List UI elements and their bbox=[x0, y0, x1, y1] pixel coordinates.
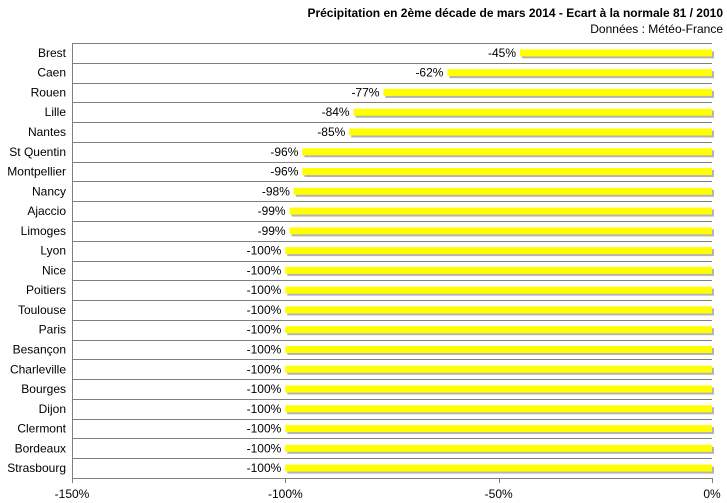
data-label: -99% bbox=[258, 204, 286, 218]
category-label: Clermont bbox=[17, 422, 66, 436]
category-label: Paris bbox=[39, 323, 66, 337]
category-label: Charleville bbox=[10, 362, 66, 376]
category-label: Ajaccio bbox=[27, 204, 66, 218]
data-label: -100% bbox=[247, 422, 282, 436]
bar bbox=[302, 168, 712, 176]
bar bbox=[349, 128, 712, 136]
bar bbox=[289, 207, 712, 215]
data-label: -62% bbox=[415, 66, 443, 80]
bar bbox=[285, 266, 712, 274]
data-label: -100% bbox=[247, 342, 282, 356]
data-label: -100% bbox=[247, 441, 282, 455]
bar bbox=[285, 326, 712, 334]
category-label: Besançon bbox=[13, 342, 66, 356]
bar bbox=[383, 88, 712, 96]
chart-subtitle: Données : Météo-France bbox=[590, 22, 723, 36]
category-label: Lyon bbox=[40, 244, 66, 258]
bar bbox=[285, 286, 712, 294]
category-label: Dijon bbox=[39, 402, 66, 416]
bar bbox=[285, 464, 712, 472]
data-label: -100% bbox=[247, 362, 282, 376]
x-tick-label: 0% bbox=[703, 487, 721, 501]
category-label: Lille bbox=[45, 105, 67, 119]
data-label: -100% bbox=[247, 244, 282, 258]
data-label: -96% bbox=[270, 165, 298, 179]
data-label: -100% bbox=[247, 303, 282, 317]
data-label: -96% bbox=[270, 145, 298, 159]
category-label: Nantes bbox=[28, 125, 66, 139]
chart-title: Précipitation en 2ème décade de mars 201… bbox=[307, 6, 723, 20]
category-label: Bourges bbox=[21, 382, 66, 396]
bar bbox=[285, 425, 712, 433]
data-label: -99% bbox=[258, 224, 286, 238]
category-label: Caen bbox=[37, 66, 66, 80]
bar bbox=[353, 108, 712, 116]
data-label: -100% bbox=[247, 461, 282, 475]
bar bbox=[285, 365, 712, 373]
bar bbox=[285, 405, 712, 413]
bar bbox=[285, 444, 712, 452]
bar bbox=[285, 345, 712, 353]
bar bbox=[285, 247, 712, 255]
data-label: -100% bbox=[247, 402, 282, 416]
x-tick-label: -50% bbox=[485, 487, 513, 501]
category-label: St Quentin bbox=[9, 145, 66, 159]
data-label: -100% bbox=[247, 283, 282, 297]
category-label: Toulouse bbox=[18, 303, 66, 317]
bar bbox=[285, 385, 712, 393]
bar bbox=[302, 148, 712, 156]
data-label: -100% bbox=[247, 323, 282, 337]
category-label: Montpellier bbox=[7, 165, 66, 179]
bar bbox=[293, 187, 712, 195]
x-tick-label: -150% bbox=[55, 487, 90, 501]
bar bbox=[289, 227, 712, 235]
data-label: -85% bbox=[317, 125, 345, 139]
category-label: Rouen bbox=[31, 85, 66, 99]
bar bbox=[285, 306, 712, 314]
data-label: -45% bbox=[488, 46, 516, 60]
data-label: -98% bbox=[262, 184, 290, 198]
category-label: Poitiers bbox=[26, 283, 66, 297]
data-label: -84% bbox=[322, 105, 350, 119]
bar bbox=[447, 69, 712, 77]
category-label: Limoges bbox=[21, 224, 66, 238]
data-label: -100% bbox=[247, 263, 282, 277]
category-label: Brest bbox=[38, 46, 67, 60]
x-tick-label: -100% bbox=[268, 487, 303, 501]
data-label: -100% bbox=[247, 382, 282, 396]
category-label: Strasbourg bbox=[7, 461, 66, 475]
category-label: Nancy bbox=[32, 184, 66, 198]
category-label: Bordeaux bbox=[15, 441, 66, 455]
bar bbox=[520, 49, 712, 57]
data-label: -77% bbox=[351, 85, 379, 99]
category-label: Nice bbox=[42, 263, 66, 277]
